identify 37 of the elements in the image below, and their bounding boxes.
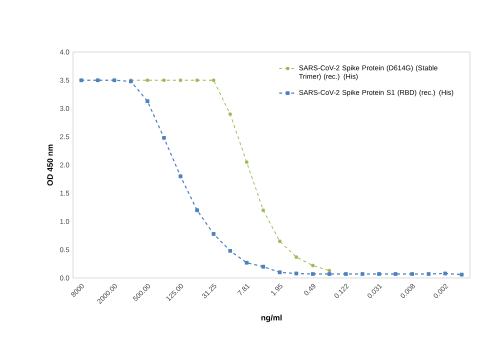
y-axis-title: OD 450 nm	[47, 144, 53, 186]
point	[294, 272, 298, 276]
point	[212, 232, 216, 236]
point	[278, 240, 282, 244]
point	[294, 255, 298, 259]
point	[344, 272, 348, 276]
point	[228, 112, 232, 116]
point	[394, 272, 398, 276]
point	[261, 264, 266, 269]
point	[278, 270, 282, 274]
point	[327, 272, 332, 276]
x-axis-title: ng/ml	[261, 314, 282, 322]
point	[146, 99, 150, 104]
point	[79, 78, 84, 82]
point	[328, 268, 332, 272]
point	[244, 160, 248, 164]
point	[310, 272, 315, 276]
point	[212, 78, 216, 82]
point	[178, 78, 182, 82]
point	[410, 272, 414, 276]
point	[195, 78, 199, 82]
point	[426, 272, 431, 276]
point	[261, 208, 265, 212]
point	[244, 260, 249, 265]
point	[162, 78, 166, 82]
point	[311, 264, 315, 268]
point	[178, 174, 182, 178]
point	[96, 78, 100, 82]
point	[162, 136, 166, 140]
point	[360, 272, 364, 276]
point	[195, 208, 199, 212]
point	[228, 248, 232, 253]
point	[146, 78, 150, 82]
point	[443, 272, 448, 276]
point	[460, 272, 464, 276]
point	[377, 272, 381, 276]
point	[112, 78, 116, 82]
